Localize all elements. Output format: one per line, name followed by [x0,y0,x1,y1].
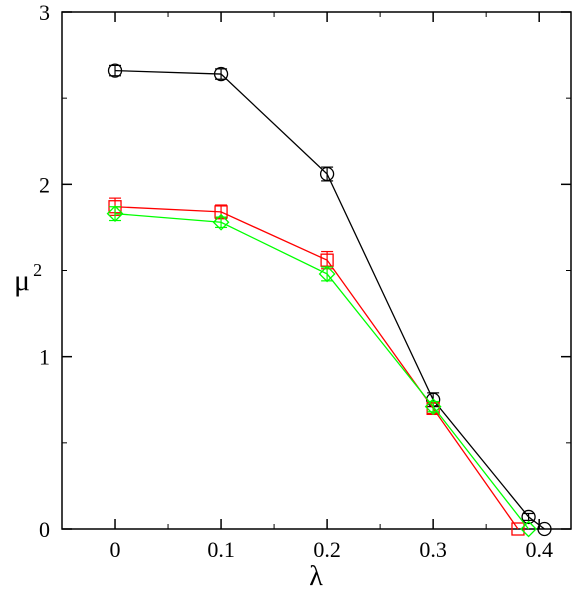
y-axis-label-superscript: 2 [33,260,42,280]
data-point-circle [213,66,229,82]
series-1 [107,63,552,537]
data-point-circle [521,509,536,525]
x-axis-label: λ [309,561,323,591]
data-point-diamond [520,520,538,538]
y-tick-label: 0 [39,517,50,542]
series-layer [106,63,552,538]
data-point-circle [537,521,552,537]
data-point-circle [319,166,335,182]
y-tick-label: 1 [39,345,50,370]
x-tick-label: 0 [110,537,121,562]
plot-frame [61,11,572,530]
x-tick-label: 0.3 [419,537,447,562]
y-axis-label-base: μ [14,264,30,297]
axis-ticks: 0 0.1 0.2 0.3 0.4 0 1 2 3 [39,0,571,562]
series-line [114,212,530,530]
x-tick-label: 0.2 [313,537,341,562]
series-line [114,69,545,530]
x-tick-label: 0.1 [207,537,235,562]
x-tick-label: 0.4 [525,537,553,562]
data-point-diamond [318,265,336,283]
series-3 [106,205,538,538]
series-line [114,206,519,530]
y-tick-label: 2 [39,172,50,197]
data-point-circle [107,63,123,78]
series-2 [108,197,525,536]
data-point-diamond [106,205,124,223]
data-point-diamond [424,398,442,416]
y-tick-label: 3 [39,0,50,25]
data-point-square [511,522,525,536]
data-point-diamond [212,213,230,231]
